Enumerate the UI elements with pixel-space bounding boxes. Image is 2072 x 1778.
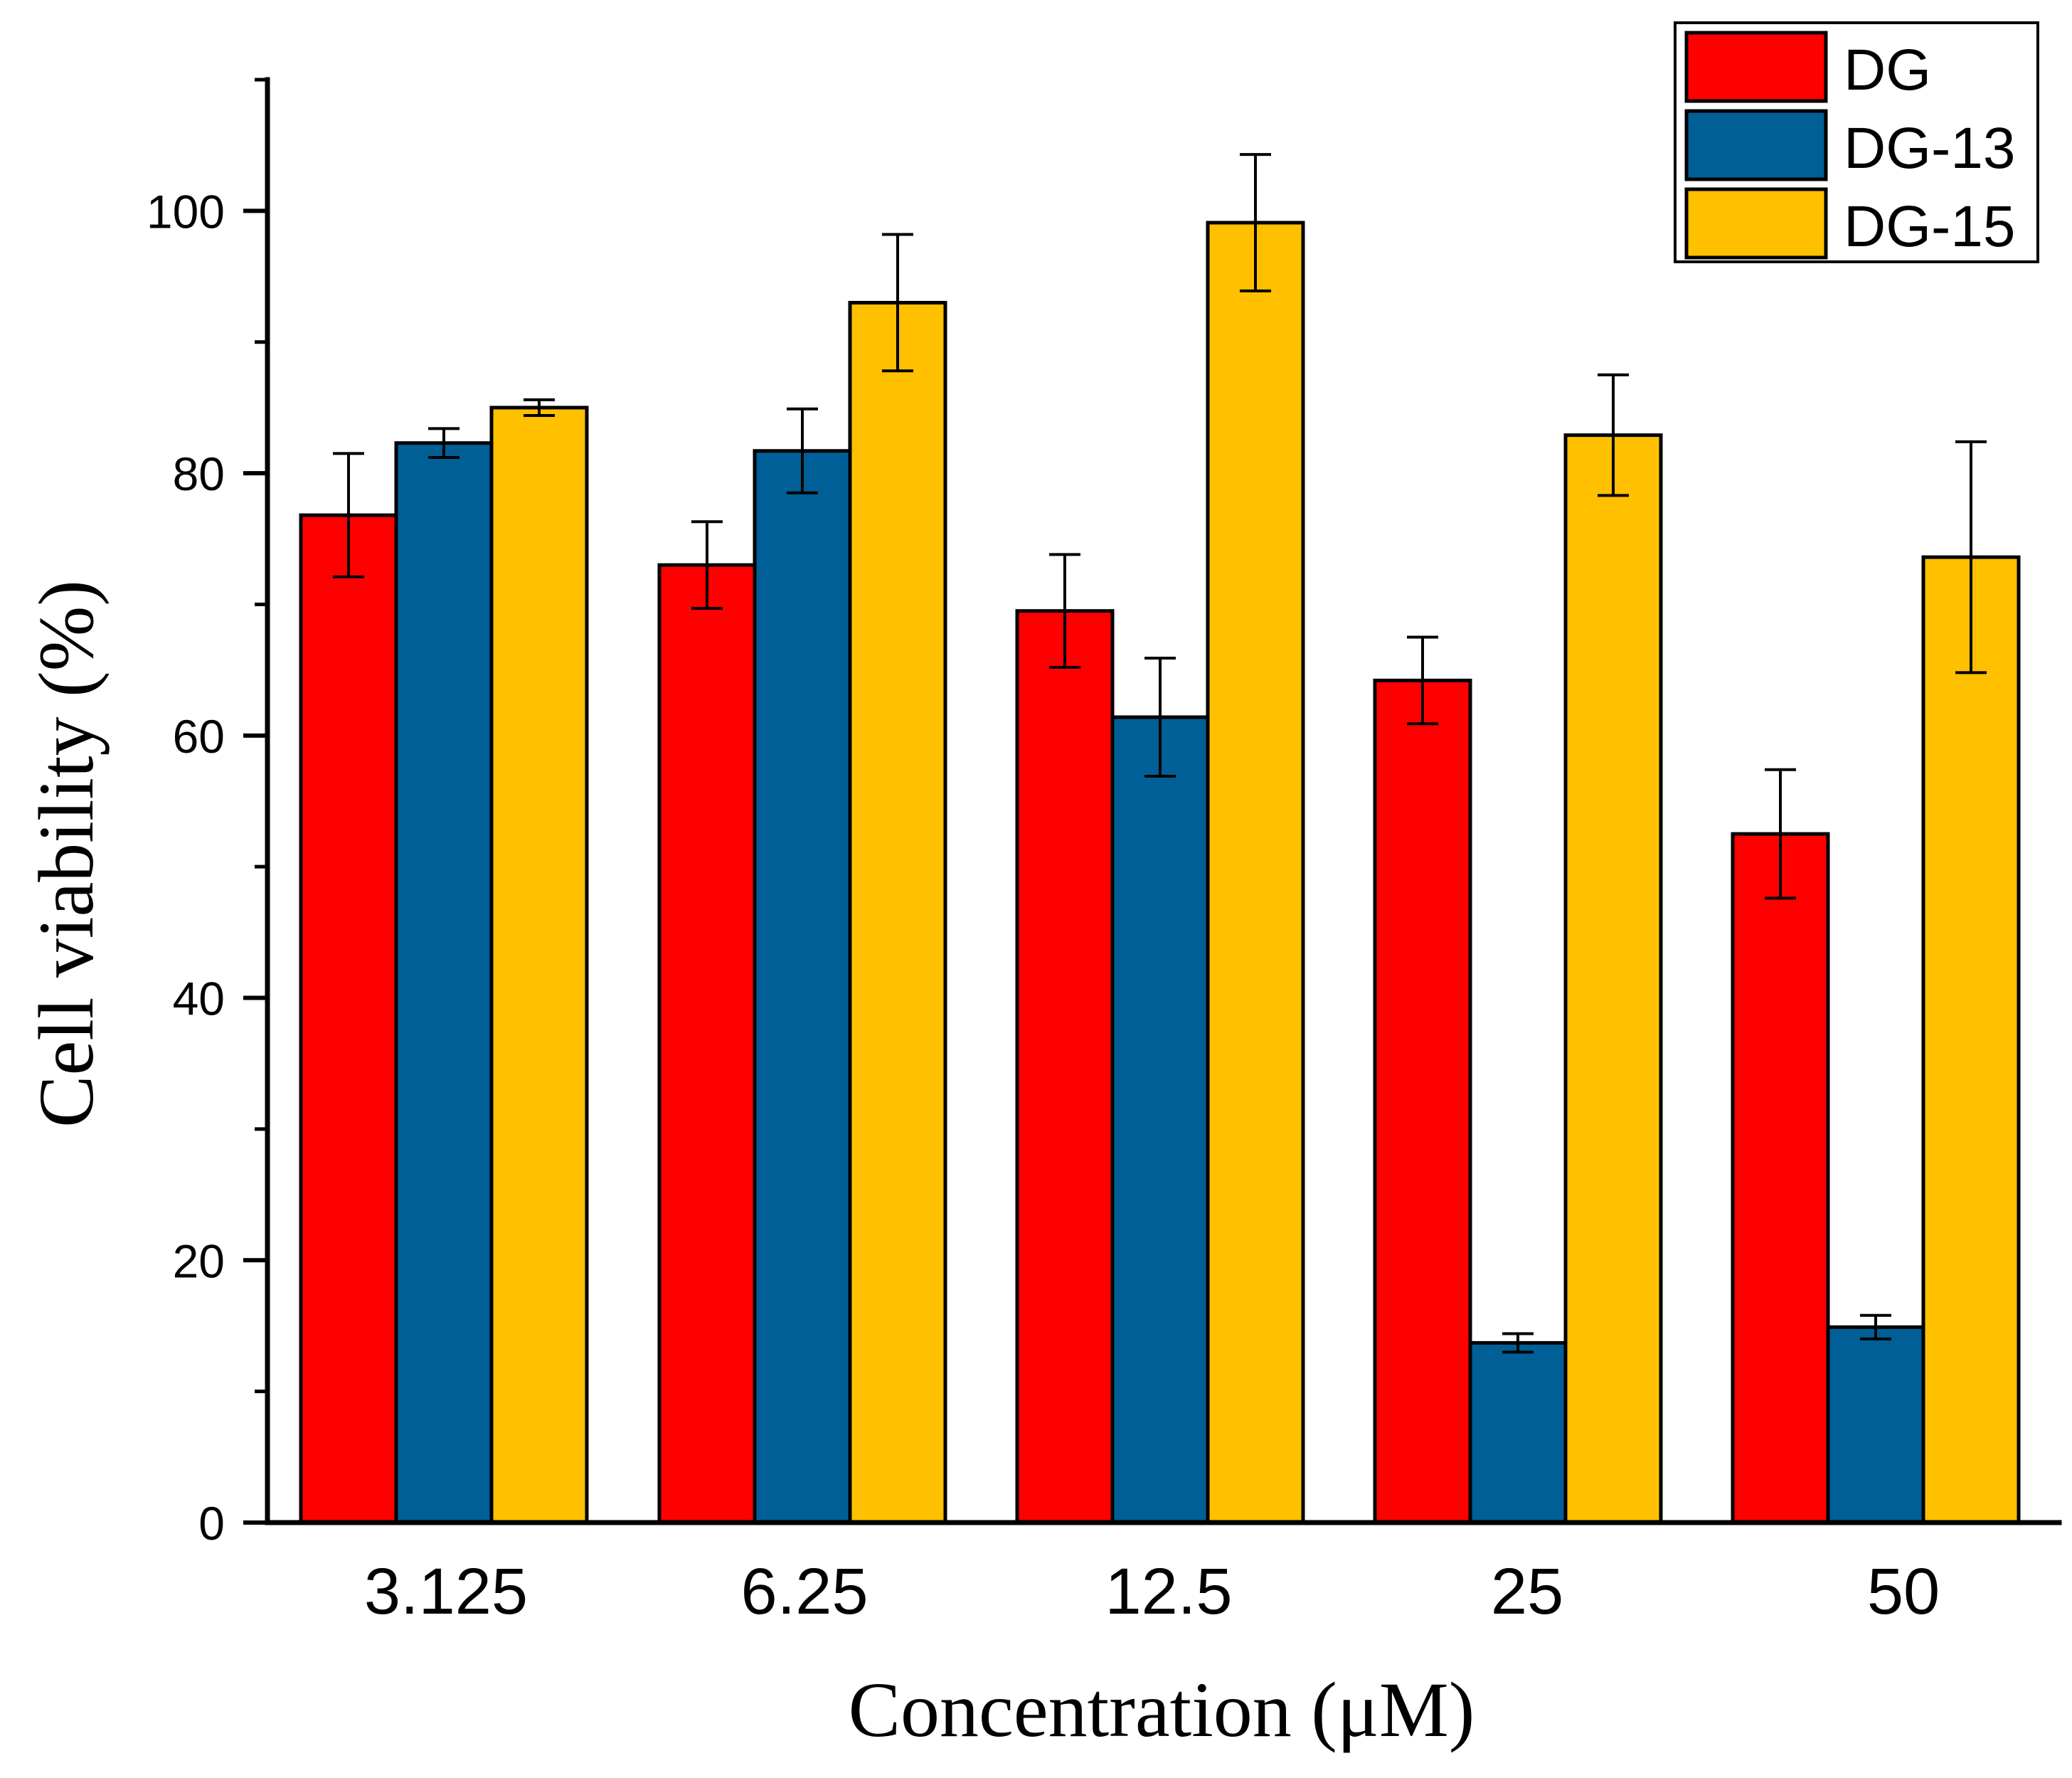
error-bar <box>1502 1332 1534 1354</box>
y-tick-label: 40 <box>173 973 225 1025</box>
x-tick-label: 3.125 <box>364 1555 528 1628</box>
axes-layer <box>265 77 2062 1525</box>
x-tick-label: 25 <box>1491 1555 1563 1628</box>
bar-dg-13-50 <box>1826 1325 1925 1525</box>
error-bar <box>1860 1313 1891 1340</box>
bar-dg-6.25 <box>657 563 757 1525</box>
error-bar <box>1765 768 1796 900</box>
legend-label-dg: DG <box>1844 38 1931 102</box>
bar-dg-15-12.5 <box>1206 221 1305 1525</box>
bar-dg-25 <box>1373 678 1472 1525</box>
bar-dg-15-25 <box>1563 433 1663 1525</box>
y-tick-label: 80 <box>173 448 225 500</box>
legend-label-dg-13: DG-13 <box>1844 116 2016 181</box>
error-bar <box>1407 635 1438 726</box>
ticks-layer: 0 20 40 60 80 100 3.125 6.25 12.5 25 50 <box>147 78 1940 1628</box>
bar-dg-15-50 <box>1921 555 2021 1525</box>
bar-dg-13-6.25 <box>753 449 852 1525</box>
bar-dg-13-3.125 <box>394 441 494 1525</box>
x-tick-label: 6.25 <box>740 1555 868 1628</box>
legend-label-dg-15: DG-15 <box>1844 194 2016 259</box>
bar-dg-15-6.25 <box>848 300 947 1525</box>
legend-swatch-dg <box>1684 31 1828 103</box>
y-axis-title: Cell viability (%) <box>23 580 110 1128</box>
x-tick-label: 12.5 <box>1105 1555 1232 1628</box>
x-axis-title: Concentration (μM) <box>849 1666 1475 1753</box>
error-bar <box>1598 373 1629 497</box>
bar-dg-15-3.125 <box>489 406 589 1525</box>
legend: DG DG-13 DG-15 <box>1674 21 2039 263</box>
error-bar <box>1240 153 1271 292</box>
bars-layer <box>299 153 2021 1525</box>
bar-dg-3.125 <box>299 513 398 1525</box>
error-bar <box>787 407 818 494</box>
y-tick-label: 100 <box>147 185 225 238</box>
error-bar <box>428 427 459 459</box>
y-tick-label: 20 <box>173 1234 225 1287</box>
error-bar <box>882 233 913 373</box>
x-tick-label: 50 <box>1867 1555 1940 1628</box>
legend-swatch-dg-13 <box>1684 109 1828 181</box>
error-bar <box>1144 657 1176 778</box>
bar-dg-13-12.5 <box>1110 715 1210 1525</box>
legend-swatch-dg-15 <box>1684 187 1828 260</box>
error-bar <box>691 520 723 610</box>
bar-dg-13-25 <box>1468 1340 1568 1525</box>
error-bar <box>1955 440 1987 674</box>
bar-dg-12.5 <box>1015 609 1115 1525</box>
bar-dg-50 <box>1731 832 1830 1525</box>
error-bar <box>1049 553 1080 669</box>
error-bar <box>333 452 364 578</box>
y-tick-label: 60 <box>173 710 225 763</box>
y-tick-label: 0 <box>198 1497 225 1550</box>
error-bar <box>524 398 555 417</box>
